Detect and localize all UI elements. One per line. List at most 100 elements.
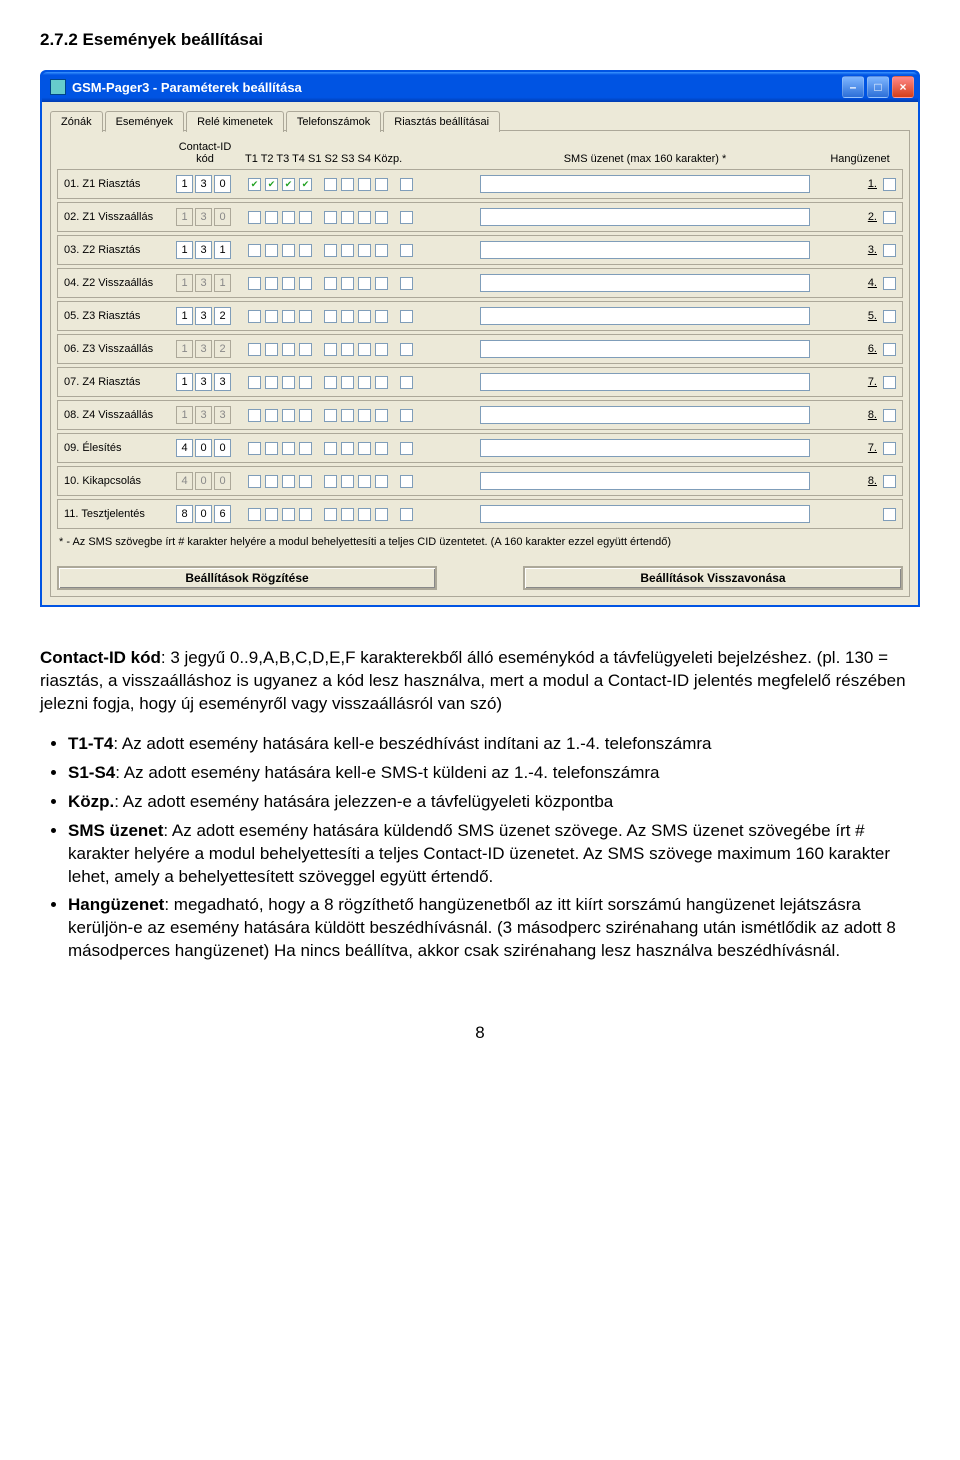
t3-checkbox[interactable] <box>282 508 295 521</box>
s4-checkbox[interactable] <box>375 343 388 356</box>
t1-checkbox[interactable] <box>248 376 261 389</box>
t1-checkbox[interactable] <box>248 442 261 455</box>
t4-checkbox[interactable] <box>299 343 312 356</box>
cid-digit[interactable] <box>214 505 231 523</box>
t2-checkbox[interactable] <box>265 211 278 224</box>
s1-checkbox[interactable] <box>324 178 337 191</box>
s3-checkbox[interactable] <box>358 211 371 224</box>
t2-checkbox[interactable] <box>265 376 278 389</box>
t4-checkbox[interactable] <box>299 508 312 521</box>
s3-checkbox[interactable] <box>358 310 371 323</box>
s1-checkbox[interactable] <box>324 409 337 422</box>
cid-digit[interactable] <box>176 175 193 193</box>
sms-text-input[interactable] <box>480 439 810 457</box>
voice-msg-checkbox[interactable] <box>883 508 896 521</box>
t3-checkbox[interactable]: ✔ <box>282 178 295 191</box>
s4-checkbox[interactable] <box>375 442 388 455</box>
t1-checkbox[interactable] <box>248 211 261 224</box>
t3-checkbox[interactable] <box>282 409 295 422</box>
s1-checkbox[interactable] <box>324 442 337 455</box>
s2-checkbox[interactable] <box>341 277 354 290</box>
s4-checkbox[interactable] <box>375 508 388 521</box>
voice-msg-checkbox[interactable] <box>883 178 896 191</box>
cid-digit[interactable] <box>195 505 212 523</box>
kozp1-checkbox[interactable] <box>400 508 413 521</box>
sms-text-input[interactable] <box>480 208 810 226</box>
kozp1-checkbox[interactable] <box>400 310 413 323</box>
t2-checkbox[interactable] <box>265 409 278 422</box>
t3-checkbox[interactable] <box>282 376 295 389</box>
cid-digit[interactable] <box>176 307 193 325</box>
voice-msg-checkbox[interactable] <box>883 244 896 257</box>
tab-riaszt[interactable]: Riasztás beállításai <box>383 111 500 132</box>
voice-msg-checkbox[interactable] <box>883 376 896 389</box>
cid-digit[interactable] <box>176 505 193 523</box>
s3-checkbox[interactable] <box>358 376 371 389</box>
t2-checkbox[interactable] <box>265 277 278 290</box>
s1-checkbox[interactable] <box>324 211 337 224</box>
cid-digit[interactable] <box>195 373 212 391</box>
s4-checkbox[interactable] <box>375 244 388 257</box>
kozp1-checkbox[interactable] <box>400 475 413 488</box>
t3-checkbox[interactable] <box>282 442 295 455</box>
s4-checkbox[interactable] <box>375 211 388 224</box>
t1-checkbox[interactable] <box>248 508 261 521</box>
t2-checkbox[interactable] <box>265 244 278 257</box>
s4-checkbox[interactable] <box>375 409 388 422</box>
cid-digit[interactable] <box>214 175 231 193</box>
t1-checkbox[interactable] <box>248 244 261 257</box>
cid-digit[interactable] <box>214 373 231 391</box>
s3-checkbox[interactable] <box>358 244 371 257</box>
s4-checkbox[interactable] <box>375 310 388 323</box>
t3-checkbox[interactable] <box>282 211 295 224</box>
kozp1-checkbox[interactable] <box>400 244 413 257</box>
t4-checkbox[interactable] <box>299 211 312 224</box>
t2-checkbox[interactable] <box>265 475 278 488</box>
s2-checkbox[interactable] <box>341 343 354 356</box>
s3-checkbox[interactable] <box>358 508 371 521</box>
cid-digit[interactable] <box>195 241 212 259</box>
kozp1-checkbox[interactable] <box>400 376 413 389</box>
t3-checkbox[interactable] <box>282 475 295 488</box>
s1-checkbox[interactable] <box>324 277 337 290</box>
s2-checkbox[interactable] <box>341 244 354 257</box>
s3-checkbox[interactable] <box>358 409 371 422</box>
kozp1-checkbox[interactable] <box>400 442 413 455</box>
t1-checkbox[interactable]: ✔ <box>248 178 261 191</box>
t4-checkbox[interactable] <box>299 244 312 257</box>
tab-rele[interactable]: Relé kimenetek <box>186 111 284 132</box>
cid-digit[interactable] <box>195 307 212 325</box>
cid-digit[interactable] <box>214 439 231 457</box>
t4-checkbox[interactable]: ✔ <box>299 178 312 191</box>
s4-checkbox[interactable] <box>375 376 388 389</box>
kozp1-checkbox[interactable] <box>400 277 413 290</box>
cid-digit[interactable] <box>176 439 193 457</box>
sms-text-input[interactable] <box>480 373 810 391</box>
t3-checkbox[interactable] <box>282 343 295 356</box>
sms-text-input[interactable] <box>480 307 810 325</box>
s3-checkbox[interactable] <box>358 277 371 290</box>
s2-checkbox[interactable] <box>341 310 354 323</box>
cid-digit[interactable] <box>195 175 212 193</box>
s2-checkbox[interactable] <box>341 178 354 191</box>
voice-msg-checkbox[interactable] <box>883 343 896 356</box>
t3-checkbox[interactable] <box>282 277 295 290</box>
s3-checkbox[interactable] <box>358 178 371 191</box>
s1-checkbox[interactable] <box>324 376 337 389</box>
t1-checkbox[interactable] <box>248 310 261 323</box>
cid-digit[interactable] <box>214 241 231 259</box>
maximize-button[interactable]: □ <box>867 76 889 98</box>
t2-checkbox[interactable] <box>265 310 278 323</box>
t4-checkbox[interactable] <box>299 409 312 422</box>
sms-text-input[interactable] <box>480 175 810 193</box>
cid-digit[interactable] <box>176 241 193 259</box>
t1-checkbox[interactable] <box>248 475 261 488</box>
cid-digit[interactable] <box>214 307 231 325</box>
kozp1-checkbox[interactable] <box>400 343 413 356</box>
sms-text-input[interactable] <box>480 472 810 490</box>
t2-checkbox[interactable] <box>265 343 278 356</box>
sms-text-input[interactable] <box>480 241 810 259</box>
s1-checkbox[interactable] <box>324 343 337 356</box>
sms-text-input[interactable] <box>480 340 810 358</box>
voice-msg-checkbox[interactable] <box>883 277 896 290</box>
